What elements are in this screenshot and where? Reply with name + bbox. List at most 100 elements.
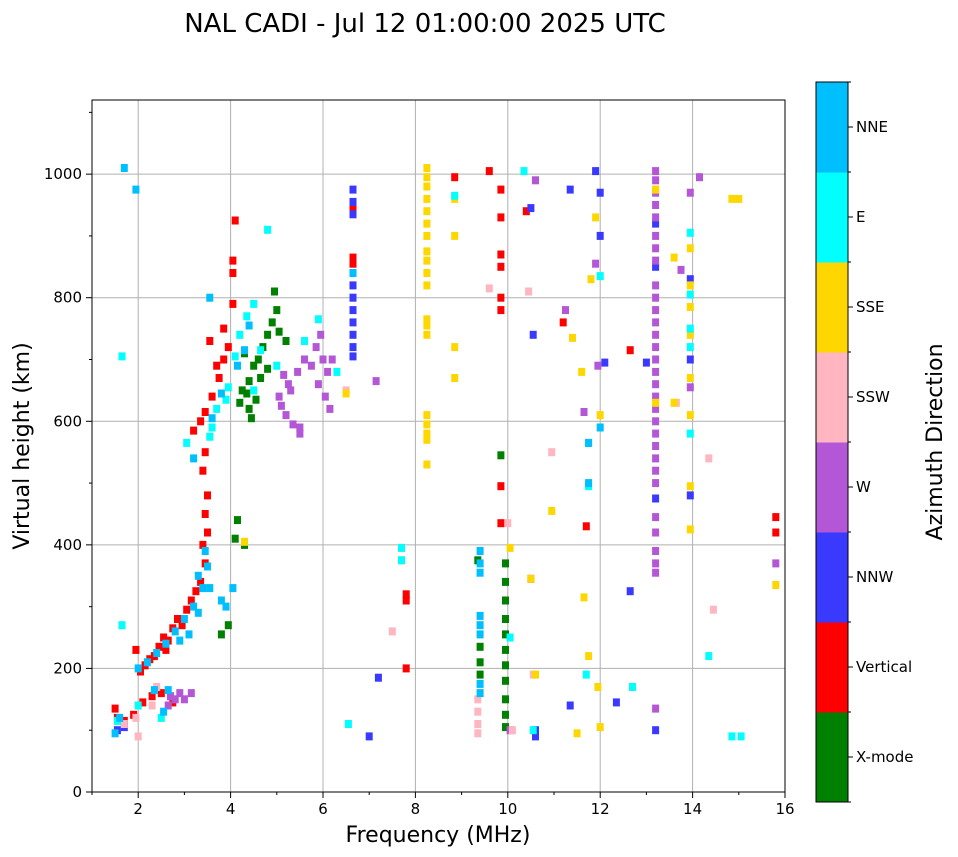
data-point: [529, 726, 537, 735]
data-point: [213, 404, 221, 413]
data-point: [485, 284, 493, 293]
data-point: [208, 423, 216, 432]
data-point: [275, 327, 283, 336]
data-point: [652, 429, 660, 438]
data-point: [592, 167, 600, 176]
data-point: [349, 185, 357, 194]
data-point: [153, 649, 161, 657]
data-point: [167, 692, 174, 701]
data-point: [220, 355, 228, 364]
x-tick-label: 6: [318, 800, 328, 818]
colorbar-segment: [816, 82, 848, 173]
data-point: [548, 448, 556, 457]
data-point: [349, 293, 357, 302]
data-point: [506, 633, 514, 642]
data-point: [324, 367, 332, 376]
data-point: [344, 720, 352, 728]
data-point: [208, 414, 216, 423]
data-point: [349, 318, 357, 327]
data-point: [264, 330, 272, 339]
colorbar-tick-label: SSE: [856, 298, 885, 316]
data-point: [652, 244, 660, 253]
data-point: [204, 491, 211, 500]
data-point: [670, 253, 678, 262]
data-point: [652, 306, 660, 315]
y-tick-label: 800: [53, 289, 82, 307]
data-point: [423, 231, 431, 240]
data-point: [532, 732, 539, 741]
data-point: [349, 253, 357, 262]
data-point: [423, 429, 431, 438]
data-point: [201, 510, 209, 518]
data-point: [508, 726, 516, 735]
data-point: [317, 330, 325, 339]
data-point: [197, 577, 205, 586]
data-point: [234, 516, 241, 525]
data-point: [171, 627, 179, 636]
colorbar-label: Azimuth Direction: [923, 343, 948, 540]
data-point: [705, 652, 713, 661]
data-point: [686, 228, 694, 237]
data-point: [686, 355, 694, 364]
data-point: [626, 346, 634, 355]
data-point: [120, 720, 128, 728]
data-point: [398, 556, 405, 565]
data-point: [234, 361, 241, 370]
data-point: [287, 386, 295, 395]
data-point: [402, 596, 410, 605]
data-point: [120, 164, 128, 172]
data-point: [548, 506, 556, 515]
data-point: [264, 225, 272, 234]
data-point: [497, 293, 505, 302]
data-point: [485, 167, 493, 176]
data-point: [160, 633, 168, 642]
data-point: [245, 321, 253, 330]
y-tick-label: 1000: [44, 165, 82, 183]
data-point: [652, 454, 660, 463]
data-point: [476, 630, 484, 639]
data-point: [569, 333, 576, 342]
x-tick-label: 12: [591, 800, 610, 818]
data-point: [296, 423, 304, 432]
data-point: [474, 707, 482, 716]
data-point: [451, 231, 459, 240]
data-point: [652, 355, 660, 364]
data-point: [772, 528, 780, 537]
data-point: [423, 460, 431, 469]
data-point: [190, 602, 198, 611]
data-point: [497, 519, 505, 528]
x-tick-label: 4: [226, 800, 236, 818]
data-point: [642, 358, 650, 367]
data-point: [596, 272, 604, 281]
data-point: [497, 482, 505, 491]
data-point: [629, 683, 636, 691]
data-point: [372, 377, 380, 386]
data-point: [231, 352, 239, 361]
data-point: [201, 547, 209, 555]
data-point: [423, 256, 431, 265]
data-point: [728, 194, 736, 203]
colorbar-segment: [816, 712, 848, 803]
series-w: [164, 167, 780, 735]
data-point: [157, 713, 165, 722]
data-point: [596, 231, 604, 240]
data-point: [474, 729, 482, 738]
data-point: [222, 602, 230, 611]
data-point: [349, 281, 357, 290]
data-point: [217, 389, 225, 398]
data-point: [349, 197, 357, 206]
data-point: [213, 361, 221, 370]
data-point: [592, 213, 600, 222]
data-point: [476, 689, 484, 698]
data-point: [504, 519, 512, 528]
data-point: [423, 247, 431, 256]
data-point: [587, 275, 595, 284]
data-point: [502, 710, 509, 719]
data-point: [250, 386, 258, 395]
data-point: [502, 615, 509, 623]
data-point: [686, 275, 694, 284]
data-point: [275, 392, 283, 401]
data-point: [652, 547, 660, 555]
data-point: [215, 374, 223, 382]
data-point: [231, 534, 239, 543]
